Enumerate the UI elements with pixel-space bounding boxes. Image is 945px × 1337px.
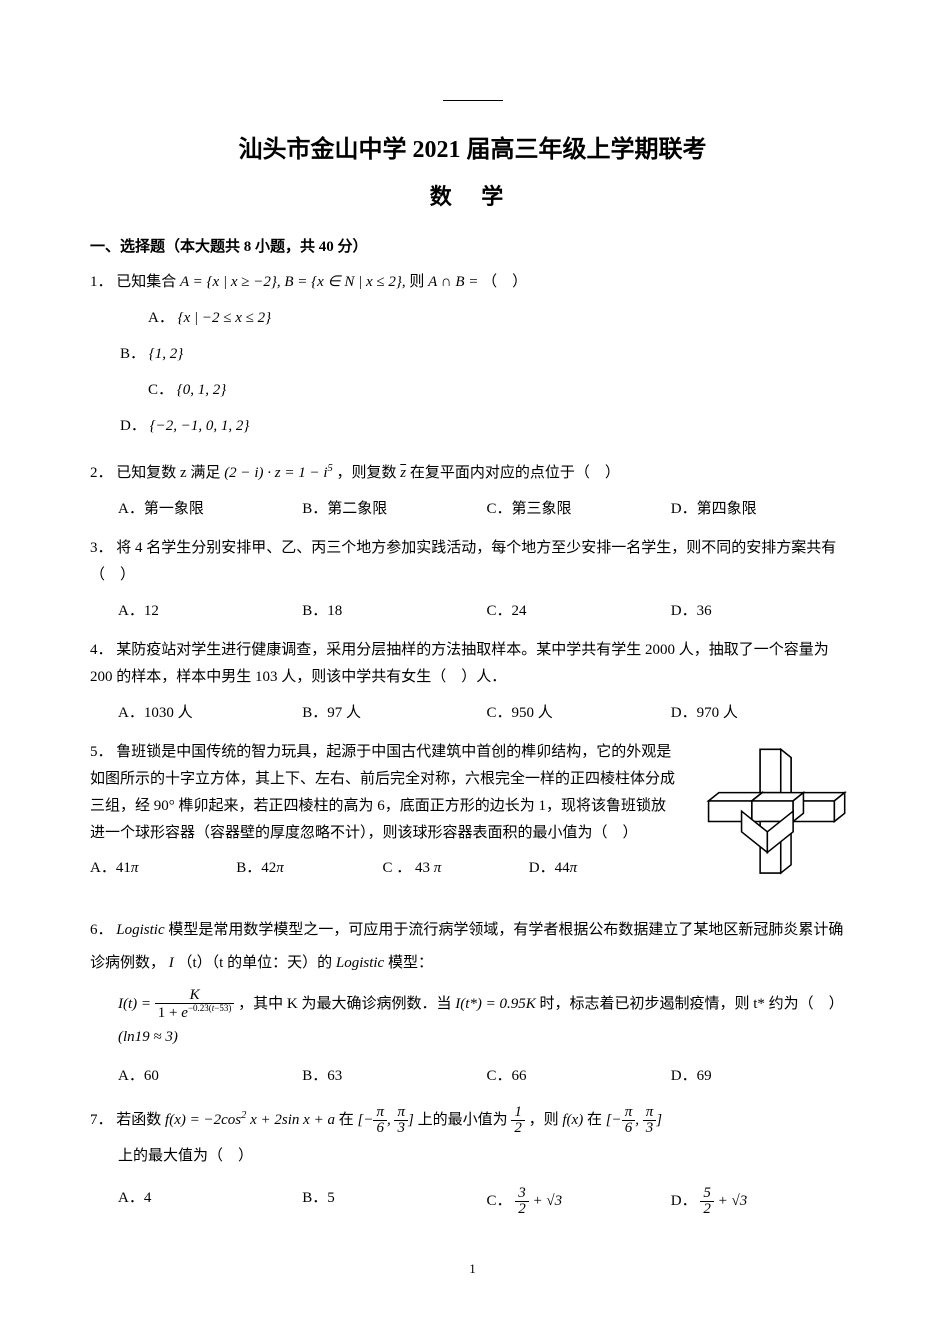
q4-options: A．1030 人 B．97 人 C．950 人 D．970 人 [118, 699, 855, 727]
q3-stem: 将 4 名学生分别安排甲、乙、丙三个地方参加实践活动，每个地方至少安排一名学生，… [90, 540, 836, 583]
q7-stem3: 上的最小值为 [418, 1112, 508, 1128]
q5-options: A．41π B．42π C ． 43 π D．44π [90, 853, 675, 884]
q1-math2: A ∩ B = [428, 274, 478, 290]
q7-optC: C． 32 + √3 [487, 1184, 671, 1219]
q7-optD: D． 52 + √3 [671, 1184, 855, 1219]
q3-optC: C．24 [487, 597, 671, 625]
q6-hint: (ln19 ≈ 3) [118, 1029, 178, 1045]
q6-stem2: （t）（t 的单位：天）的 [178, 955, 333, 971]
q6-formula-frac: K 1 + e−0.23(t−53) [155, 988, 235, 1021]
question-4: 4． 某防疫站对学生进行健康调查，采用分层抽样的方法抽取样本。某中学共有学生 2… [90, 637, 855, 691]
q7-num: 7． [90, 1112, 113, 1128]
question-5: 5． 鲁班锁是中国传统的智力玩具，起源于中国古代建筑中首创的榫卯结构，它的外观是… [90, 739, 855, 904]
question-3: 3． 将 4 名学生分别安排甲、乙、丙三个地方参加实践活动，每个地方至少安排一名… [90, 535, 855, 589]
q4-optD: D．970 人 [671, 699, 855, 727]
q4-optB: B．97 人 [302, 699, 486, 727]
q6-optA: A．60 [118, 1062, 302, 1090]
exam-title: 汕头市金山中学 2021 届高三年级上学期联考 [90, 131, 855, 169]
q2-optA: A．第一象限 [118, 495, 302, 523]
q7-optB: B．5 [302, 1184, 486, 1219]
q2-math2: z [400, 465, 406, 481]
q6-options: A．60 B．63 C．66 D．69 [118, 1062, 855, 1090]
q2-options: A．第一象限 B．第二象限 C．第三象限 D．第四象限 [118, 495, 855, 523]
q4-optA: A．1030 人 [118, 699, 302, 727]
q2-optB: B．第二象限 [302, 495, 486, 523]
page-number: 1 [90, 1259, 855, 1280]
q3-optD: D．36 [671, 597, 855, 625]
q7-stem4: ，则 [529, 1112, 559, 1128]
q4-num: 4． [90, 642, 113, 658]
q7-optA: A．4 [118, 1184, 302, 1219]
q6-formula-lhs: I(t) = [118, 996, 155, 1012]
q2-optD: D．第四象限 [671, 495, 855, 523]
q7-stem: 若函数 [116, 1112, 161, 1128]
q7-options: A．4 B．5 C． 32 + √3 D． 52 + √3 [118, 1184, 855, 1219]
luban-lock-icon [690, 739, 855, 904]
q3-optB: B．18 [302, 597, 486, 625]
q6-optB: B．63 [302, 1062, 486, 1090]
q6-num: 6． [90, 922, 113, 938]
q2-num: 2． [90, 465, 113, 481]
q6-stem4: ，其中 K 为最大确诊病例数．当 [238, 996, 451, 1012]
q7-math2: f(x) [562, 1112, 583, 1128]
q1-num: 1． [90, 274, 113, 290]
q6-stem5: 时，标志着已初步遏制疫情，则 t* 约为（ ） [540, 996, 844, 1012]
q7-stem2: 在 [339, 1112, 354, 1128]
question-1: 1． 已知集合 A = {x | x ≥ −2}, B = {x ∈ N | x… [90, 269, 855, 296]
q6-math2: I(t*) = 0.95K [455, 996, 536, 1012]
q7-half: 12 [511, 1105, 525, 1136]
q1-optB: B． {1, 2} [120, 340, 488, 368]
q2-stem3: 在复平面内对应的点位于（ ） [410, 465, 620, 481]
q5-optA: A．41π [90, 853, 236, 884]
q6-math1: I [169, 955, 174, 971]
q5-num: 5． [90, 744, 113, 760]
q4-stem: 某防疫站对学生进行健康调查，采用分层抽样的方法抽取样本。某中学共有学生 2000… [90, 642, 829, 685]
q1-math1: A = {x | x ≥ −2}, B = {x ∈ N | x ≤ 2}, [180, 274, 406, 290]
question-2: 2． 已知复数 z 满足 (2 − i) · z = 1 − i5 ，则复数 z… [90, 460, 855, 487]
q1-stem3: （ ） [482, 274, 527, 290]
q7-math1: f(x) = −2cos2 x + 2sin x + a [165, 1112, 335, 1128]
page-top-divider [443, 100, 503, 101]
q2-optC: C．第三象限 [487, 495, 671, 523]
q1-optA: A． {x | −2 ≤ x ≤ 2} [148, 304, 516, 332]
q4-optC: C．950 人 [487, 699, 671, 727]
q3-options: A．12 B．18 C．24 D．36 [118, 597, 855, 625]
q7-range2: [−π6, π3] [606, 1112, 662, 1128]
q6-optD: D．69 [671, 1062, 855, 1090]
q5-optD: D．44π [529, 853, 675, 884]
q2-stem: 已知复数 z 满足 [116, 465, 220, 481]
q5-stem: 鲁班锁是中国传统的智力玩具，起源于中国古代建筑中首创的榫卯结构，它的外观是如图所… [90, 744, 675, 841]
q6-stem3: 模型： [388, 955, 433, 971]
q2-stem2: ，则复数 [337, 465, 397, 481]
q1-optD: D． {−2, −1, 0, 1, 2} [120, 412, 488, 440]
q6-logistic: Logistic [116, 922, 164, 938]
q1-stem2: 则 [409, 274, 424, 290]
q2-math1: (2 − i) · z = 1 − i5 [224, 465, 333, 481]
q5-optB: B．42π [236, 853, 382, 884]
q6-formula-row: I(t) = K 1 + e−0.23(t−53) ，其中 K 为最大确诊病例数… [118, 988, 855, 1054]
q1-options: A． {x | −2 ≤ x ≤ 2} B． {1, 2} C． {0, 1, … [120, 304, 855, 448]
q1-optC: C． {0, 1, 2} [148, 376, 516, 404]
question-6: 6． Logistic 模型是常用数学模型之一，可应用于流行病学领域，有学者根据… [90, 914, 855, 980]
q3-optA: A．12 [118, 597, 302, 625]
q3-num: 3． [90, 540, 113, 556]
q7-stem6: 上的最大值为（ ） [118, 1138, 855, 1174]
q6-optC: C．66 [487, 1062, 671, 1090]
q6-logistic2: Logistic [336, 955, 384, 971]
question-7: 7． 若函数 f(x) = −2cos2 x + 2sin x + a 在 [−… [90, 1102, 855, 1174]
exam-subject: 数 学 [90, 179, 855, 214]
q1-stem: 已知集合 [116, 274, 176, 290]
q7-stem5: 在 [587, 1112, 602, 1128]
q5-optC: C ． 43 π [383, 853, 529, 884]
section-1-header: 一、选择题（本大题共 8 小题，共 40 分） [90, 235, 855, 259]
q7-range1: [−π6, π3] [357, 1112, 413, 1128]
